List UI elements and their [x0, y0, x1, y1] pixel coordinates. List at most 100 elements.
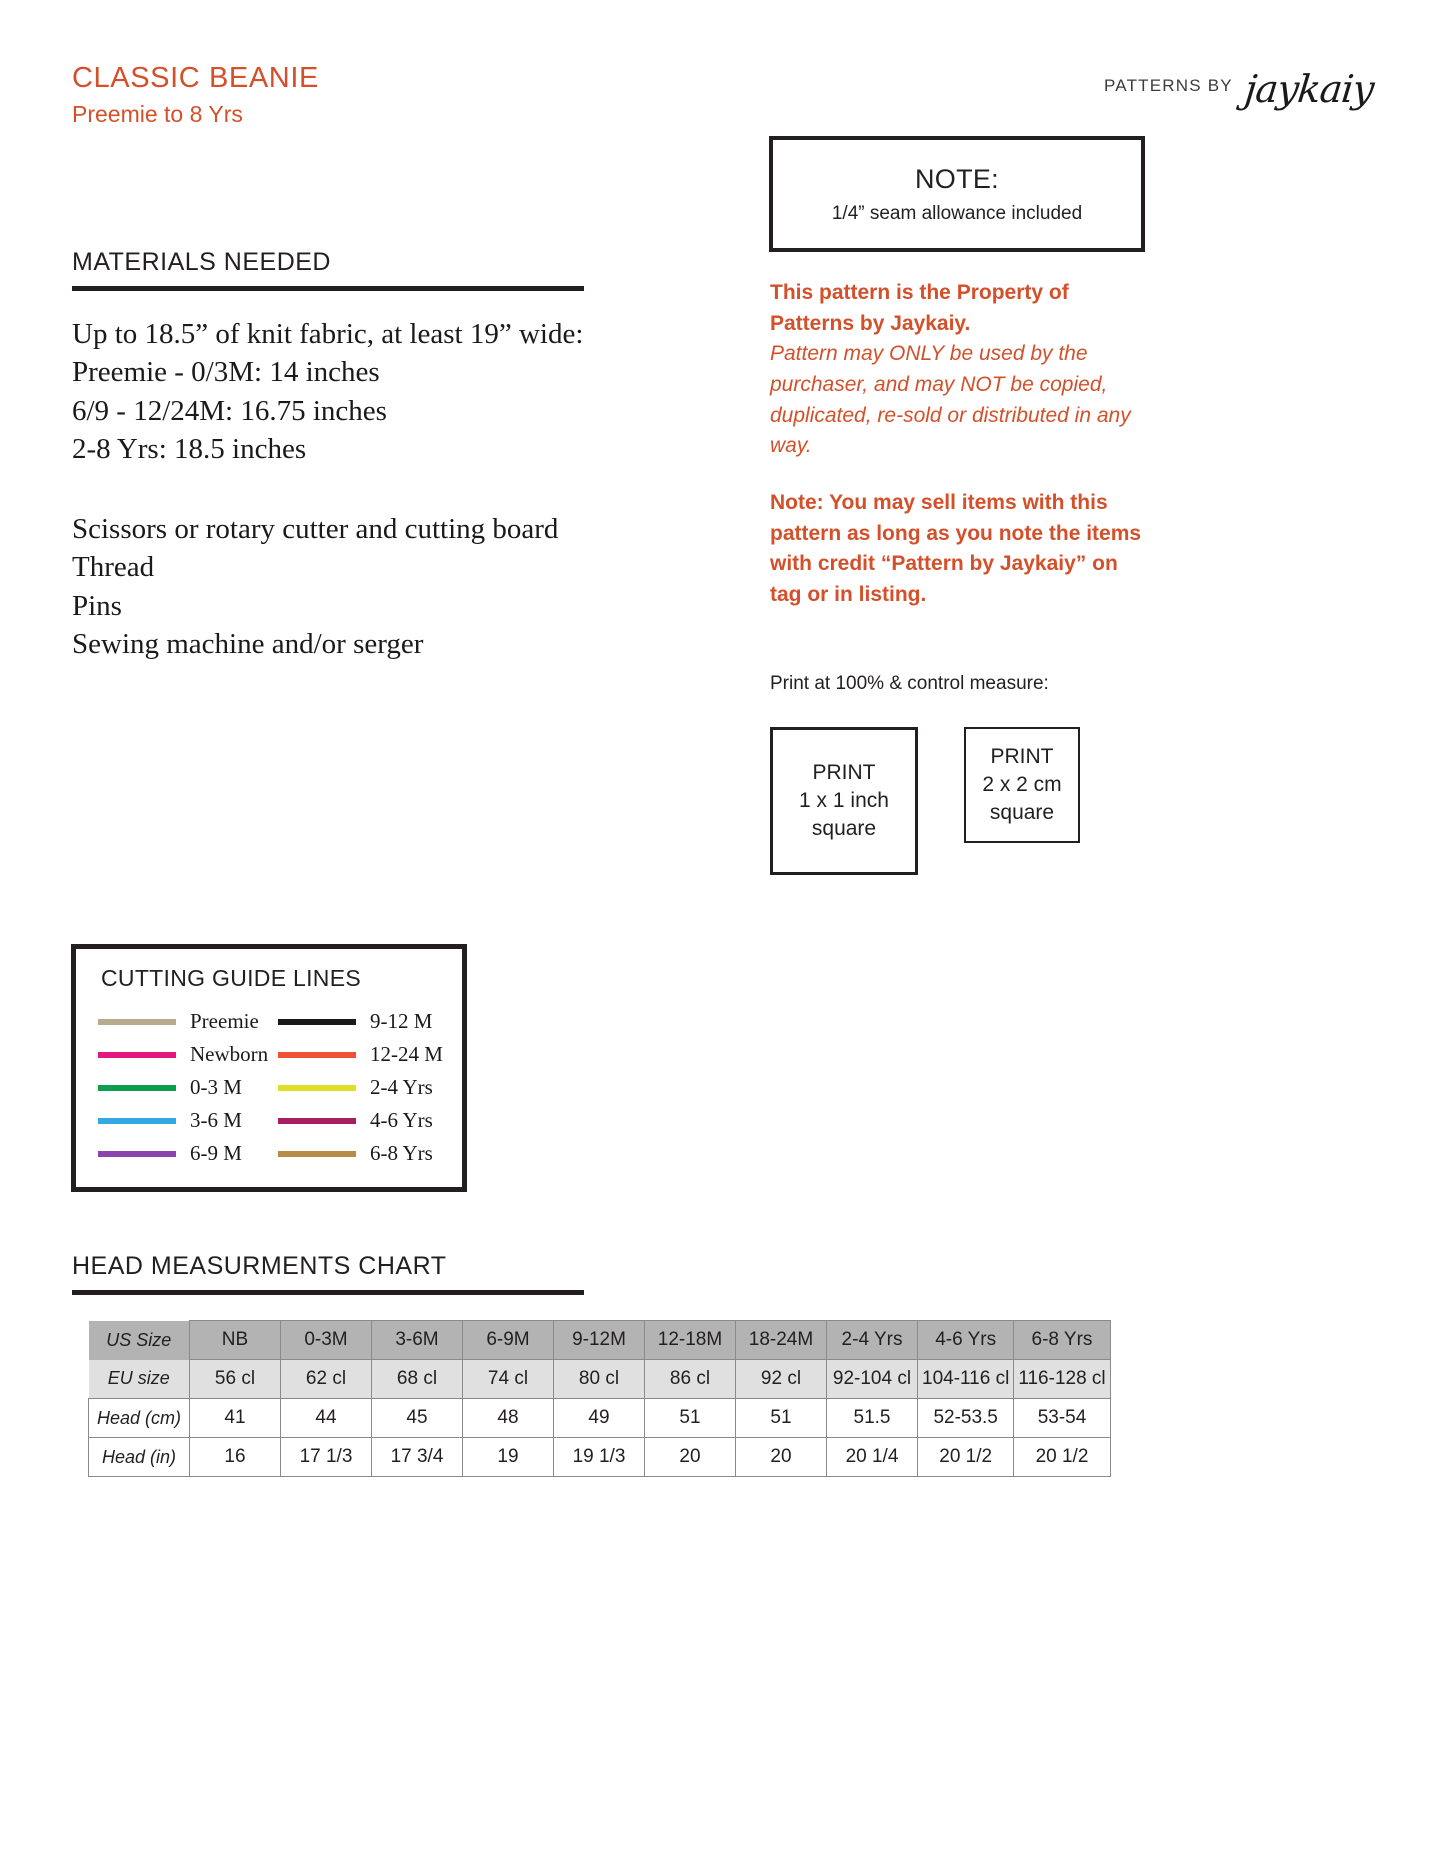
materials-tools-list: Scissors or rotary cutter and cutting bo…: [72, 510, 592, 663]
table-cell: 80 cl: [553, 1359, 645, 1399]
table-cell: 56 cl: [189, 1359, 281, 1399]
print-test-squares: PRINT 1 x 1 inch square PRINT 2 x 2 cm s…: [770, 727, 1080, 875]
row-label-us-size: US Size: [88, 1320, 190, 1360]
legend-item: 6-8 Yrs: [278, 1137, 458, 1170]
table-cell: NB: [189, 1320, 281, 1360]
table-cell: 62 cl: [280, 1359, 372, 1399]
row-label-eu-size: EU size: [88, 1359, 190, 1399]
brand-logo: PATTERNS BY jaykaiy: [1104, 67, 1376, 111]
row-label-head-cm: Head (cm): [88, 1398, 190, 1438]
materials-fabric-line: Preemie - 0/3M: 14 inches: [72, 356, 380, 389]
print-square-cm-line3: square: [989, 800, 1055, 824]
page-subtitle: Preemie to 8 Yrs: [72, 101, 243, 128]
print-square-inch-line2: 1 x 1 inch: [799, 789, 889, 813]
table-cell: 41: [189, 1398, 281, 1438]
header-title-block: CLASSIC BEANIE Preemie to 8 Yrs: [72, 60, 319, 130]
legend-label: 0-3 M: [190, 1075, 242, 1099]
print-square-inch-line1: PRINT: [812, 761, 876, 785]
legend-color-swatch: [98, 1051, 176, 1058]
table-row: Head (in) 16 17 1/3 17 3/4 19 19 1/3 20 …: [88, 1437, 1111, 1477]
legend-label: 3-6 M: [190, 1108, 242, 1132]
legend-color-swatch: [98, 1084, 176, 1091]
legend-item: 9-12 M: [278, 1005, 458, 1038]
table-cell: 51.5: [826, 1398, 918, 1438]
legend-label: 6-9 M: [190, 1141, 242, 1165]
copyright-property-line-1: This pattern is the Property of: [770, 281, 1069, 304]
legend-item: 12-24 M: [278, 1038, 458, 1071]
brand-script-logo: jaykaiy: [1242, 67, 1376, 111]
table-cell: 104-116 cl: [916, 1359, 1015, 1399]
table-cell: 3-6M: [371, 1320, 463, 1360]
print-square-cm-line1: PRINT: [990, 745, 1054, 769]
table-cell: 49: [553, 1398, 645, 1438]
table-cell: 2-4 Yrs: [826, 1320, 918, 1360]
legend-item: 2-4 Yrs: [278, 1071, 458, 1104]
table-cell: 45: [371, 1398, 463, 1438]
legend-item: Newborn: [98, 1038, 278, 1071]
legend-color-swatch: [98, 1150, 176, 1157]
table-cell: 52-53.5: [916, 1398, 1015, 1438]
legend-item: 3-6 M: [98, 1104, 278, 1137]
copyright-block: This pattern is the Property of Patterns…: [770, 278, 1150, 611]
table-row: EU size 56 cl 62 cl 68 cl 74 cl 80 cl 86…: [88, 1359, 1111, 1399]
table-cell: 20: [644, 1437, 736, 1477]
legend-color-swatch: [98, 1018, 176, 1025]
table-cell: 51: [644, 1398, 736, 1438]
table-cell: 6-8 Yrs: [1013, 1320, 1111, 1360]
table-cell: 19: [462, 1437, 554, 1477]
head-measurements-table: US Size NB 0-3M 3-6M 6-9M 9-12M 12-18M 1…: [88, 1320, 1111, 1477]
legend-label: 6-8 Yrs: [370, 1141, 433, 1165]
table-cell: 53-54: [1013, 1398, 1111, 1438]
legend-label: 9-12 M: [370, 1009, 433, 1033]
table-cell: 4-6 Yrs: [916, 1320, 1015, 1360]
legend-color-swatch: [278, 1150, 356, 1157]
copyright-sell-note: Note: You may sell items with this patte…: [770, 490, 1142, 606]
table-cell: 20 1/4: [826, 1437, 918, 1477]
materials-section: MATERIALS NEEDED Up to 18.5” of knit fab…: [72, 248, 592, 663]
table-cell: 116-128 cl: [1013, 1359, 1111, 1399]
table-cell: 6-9M: [462, 1320, 554, 1360]
materials-tool-line: Sewing machine and/or serger: [72, 627, 424, 660]
table-cell: 48: [462, 1398, 554, 1438]
print-square-cm-line2: 2 x 2 cm: [982, 773, 1062, 797]
table-cell: 9-12M: [553, 1320, 645, 1360]
table-cell: 68 cl: [371, 1359, 463, 1399]
note-title: NOTE:: [914, 163, 999, 194]
table-cell: 74 cl: [462, 1359, 554, 1399]
materials-tool-line: Pins: [72, 589, 122, 622]
table-cell: 17 3/4: [371, 1437, 463, 1477]
table-cell: 20 1/2: [916, 1437, 1015, 1477]
cutting-guide-title: CUTTING GUIDE LINES: [101, 965, 362, 991]
print-square-inch-line3: square: [811, 816, 877, 840]
legend-label: Newborn: [190, 1042, 269, 1066]
print-instruction-label: Print at 100% & control measure:: [770, 673, 1049, 694]
brand-prefix-label: PATTERNS BY: [1104, 76, 1233, 96]
legend-color-swatch: [278, 1051, 356, 1058]
materials-tool-line: Thread: [72, 551, 155, 584]
table-cell: 92-104 cl: [826, 1359, 918, 1399]
head-chart-section: HEAD MEASURMENTS CHART: [72, 1252, 584, 1295]
legend-color-swatch: [98, 1117, 176, 1124]
table-cell: 18-24M: [735, 1320, 827, 1360]
table-row: Head (cm) 41 44 45 48 49 51 51 51.5 52-5…: [88, 1398, 1111, 1438]
table-row: US Size NB 0-3M 3-6M 6-9M 9-12M 12-18M 1…: [88, 1320, 1111, 1360]
table-cell: 0-3M: [280, 1320, 372, 1360]
table-cell: 19 1/3: [553, 1437, 645, 1477]
head-chart-heading: HEAD MEASURMENTS CHART: [72, 1252, 447, 1280]
table-cell: 86 cl: [644, 1359, 736, 1399]
legend-label: 4-6 Yrs: [370, 1108, 433, 1132]
materials-fabric-line: Up to 18.5” of knit fabric, at least 19”…: [72, 318, 584, 350]
print-square-cm: PRINT 2 x 2 cm square: [964, 727, 1080, 843]
legend-item: 0-3 M: [98, 1071, 278, 1104]
legend-item: 6-9 M: [98, 1137, 278, 1170]
row-label-head-in: Head (in): [88, 1437, 190, 1477]
table-cell: 44: [280, 1398, 372, 1438]
materials-fabric-list: Up to 18.5” of knit fabric, at least 19”…: [72, 315, 592, 468]
legend-item: Preemie: [98, 1005, 278, 1038]
print-square-inch: PRINT 1 x 1 inch square: [770, 727, 918, 875]
materials-fabric-line: 2-8 Yrs: 18.5 inches: [72, 432, 307, 465]
legend-color-swatch: [278, 1018, 356, 1025]
table-cell: 12-18M: [644, 1320, 736, 1360]
head-chart-divider: [72, 1290, 584, 1295]
materials-divider: [72, 286, 584, 291]
